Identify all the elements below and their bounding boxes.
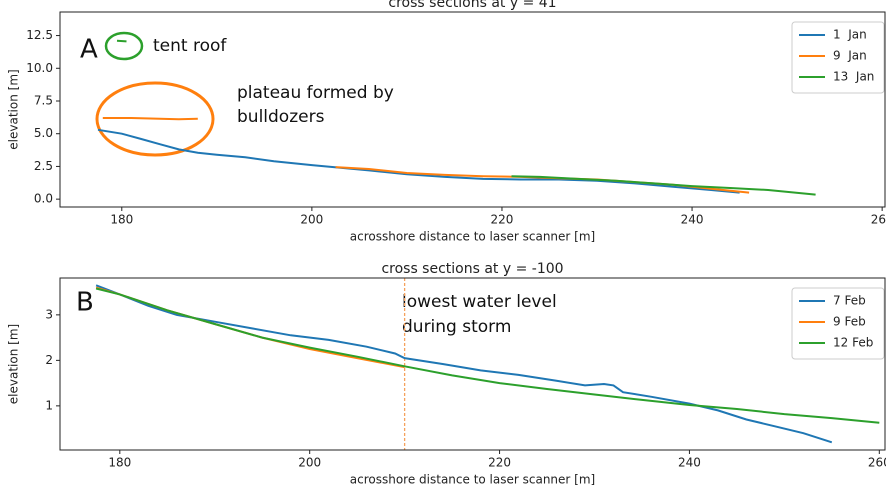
- data-line: [95, 284, 833, 444]
- annotation: plateau formed by: [237, 83, 394, 103]
- x-tick-label: 240: [678, 456, 701, 470]
- legend-label: 12 Feb: [833, 336, 873, 350]
- x-tick-label: 240: [681, 213, 704, 227]
- data-line: [116, 39, 816, 196]
- legend-label: 13 Jan: [833, 70, 874, 84]
- y-axis-label: elevation [m]: [7, 324, 21, 404]
- legend-label: 1 Jan: [833, 28, 867, 42]
- y-tick-label: 2.5: [34, 159, 53, 173]
- x-tick-label: 220: [488, 456, 511, 470]
- legend-label: 9 Feb: [833, 315, 866, 329]
- x-tick-label: 260: [871, 213, 886, 227]
- annotation: tent roof: [153, 36, 227, 56]
- data-line: [102, 117, 750, 194]
- legend-box: [791, 287, 885, 360]
- tent-roof-circle: [104, 31, 144, 61]
- y-tick-label: 2: [45, 353, 53, 367]
- legend-box: [791, 21, 885, 94]
- plateau-circle: [95, 81, 215, 157]
- y-tick-label: 0.0: [34, 192, 53, 206]
- y-tick-label: 7.5: [34, 93, 53, 107]
- axes-frame: [59, 277, 886, 451]
- y-axis-label: elevation [m]: [7, 69, 21, 149]
- y-tick-label: 5.0: [34, 126, 53, 140]
- annotation: during storm: [402, 317, 511, 337]
- x-tick-label: 180: [108, 456, 131, 470]
- panel-label: A: [80, 35, 98, 65]
- axes-frame: [59, 11, 886, 208]
- chart-title: cross sections at y = -100: [381, 261, 563, 277]
- x-tick-label: 200: [300, 213, 323, 227]
- annotation: bulldozers: [237, 107, 325, 127]
- legend-label: 9 Jan: [833, 49, 867, 63]
- chart-title: cross sections at y = 41: [388, 0, 556, 11]
- y-tick-label: 1: [45, 398, 53, 412]
- y-tick-label: 12.5: [26, 28, 53, 42]
- x-tick-label: 220: [491, 213, 514, 227]
- x-axis-label: acrosshore distance to laser scanner [m]: [350, 473, 595, 487]
- y-tick-label: 3: [45, 307, 53, 321]
- x-tick-label: 260: [868, 456, 886, 470]
- data-line: [95, 287, 880, 424]
- x-tick-label: 180: [110, 213, 133, 227]
- x-axis-label: acrosshore distance to laser scanner [m]: [350, 230, 595, 244]
- panel-label: B: [76, 288, 94, 318]
- y-tick-label: 10.0: [26, 61, 53, 75]
- x-tick-label: 200: [298, 456, 321, 470]
- legend-label: 7 Feb: [833, 294, 866, 308]
- annotation: lowest water level: [402, 292, 557, 312]
